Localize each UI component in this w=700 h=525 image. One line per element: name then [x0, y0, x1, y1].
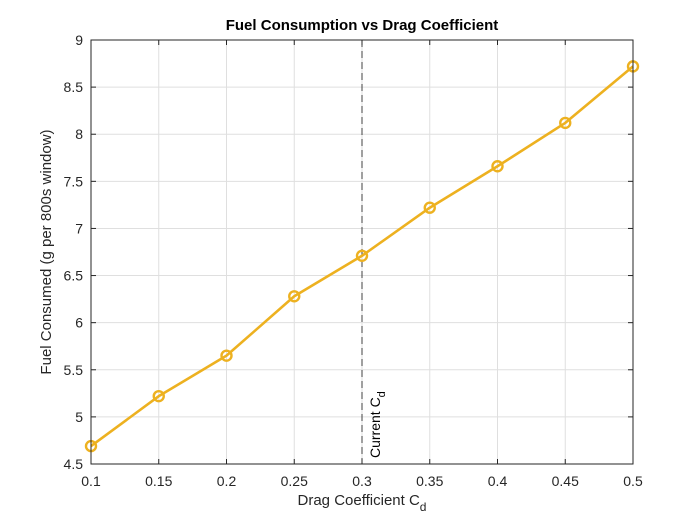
x-tick-label: 0.3	[352, 473, 372, 489]
y-tick-label: 9	[75, 32, 83, 48]
y-axis-label: Fuel Consumed (g per 800s window)	[38, 129, 55, 374]
data-point-marker	[288, 290, 301, 303]
y-tick-label: 5	[75, 409, 83, 425]
y-tick-label: 8.5	[64, 79, 84, 95]
x-tick-label: 0.25	[281, 473, 308, 489]
data-point-marker	[491, 160, 504, 173]
x-axis-label-text: Drag Coefficient C	[298, 492, 420, 509]
x-axis-label-subscript: d	[420, 500, 427, 514]
current-cd-annotation: Current Cd	[367, 391, 388, 458]
current-cd-annotation-text: Current C	[367, 397, 383, 458]
y-tick-label: 5.5	[64, 362, 84, 378]
axis-ticks	[90, 39, 634, 465]
current-cd-annotation-subscript: d	[376, 391, 388, 397]
y-tick-label: 6.5	[64, 268, 84, 284]
y-tick-label: 4.5	[64, 456, 84, 472]
y-tick-label: 7	[75, 220, 83, 236]
y-tick-label: 7.5	[64, 173, 84, 189]
y-tick-labels: 4.5 5 5.5 6 6.5 7 7.5 8 8.5 9	[64, 32, 84, 472]
x-tick-label: 0.15	[145, 473, 172, 489]
x-tick-labels: 0.1 0.15 0.2 0.25 0.3 0.35 0.4 0.45 0.5	[81, 473, 643, 489]
data-series	[84, 60, 640, 453]
data-point-marker	[355, 249, 369, 262]
x-axis-label: Drag Coefficient Cd	[298, 492, 427, 514]
x-tick-label: 0.1	[81, 473, 101, 489]
data-point-marker	[423, 201, 436, 214]
series-line	[90, 65, 634, 448]
data-point-marker	[559, 116, 572, 130]
y-tick-label: 8	[75, 126, 83, 142]
data-point-marker	[152, 389, 165, 403]
x-tick-label: 0.5	[623, 473, 643, 489]
data-point-marker	[220, 349, 233, 362]
y-tick-label: 6	[75, 315, 83, 331]
chart-title: Fuel Consumption vs Drag Coefficient	[226, 17, 499, 34]
x-tick-label: 0.45	[552, 473, 579, 489]
x-tick-label: 0.2	[217, 473, 237, 489]
x-tick-label: 0.4	[488, 473, 508, 489]
x-tick-label: 0.35	[416, 473, 443, 489]
